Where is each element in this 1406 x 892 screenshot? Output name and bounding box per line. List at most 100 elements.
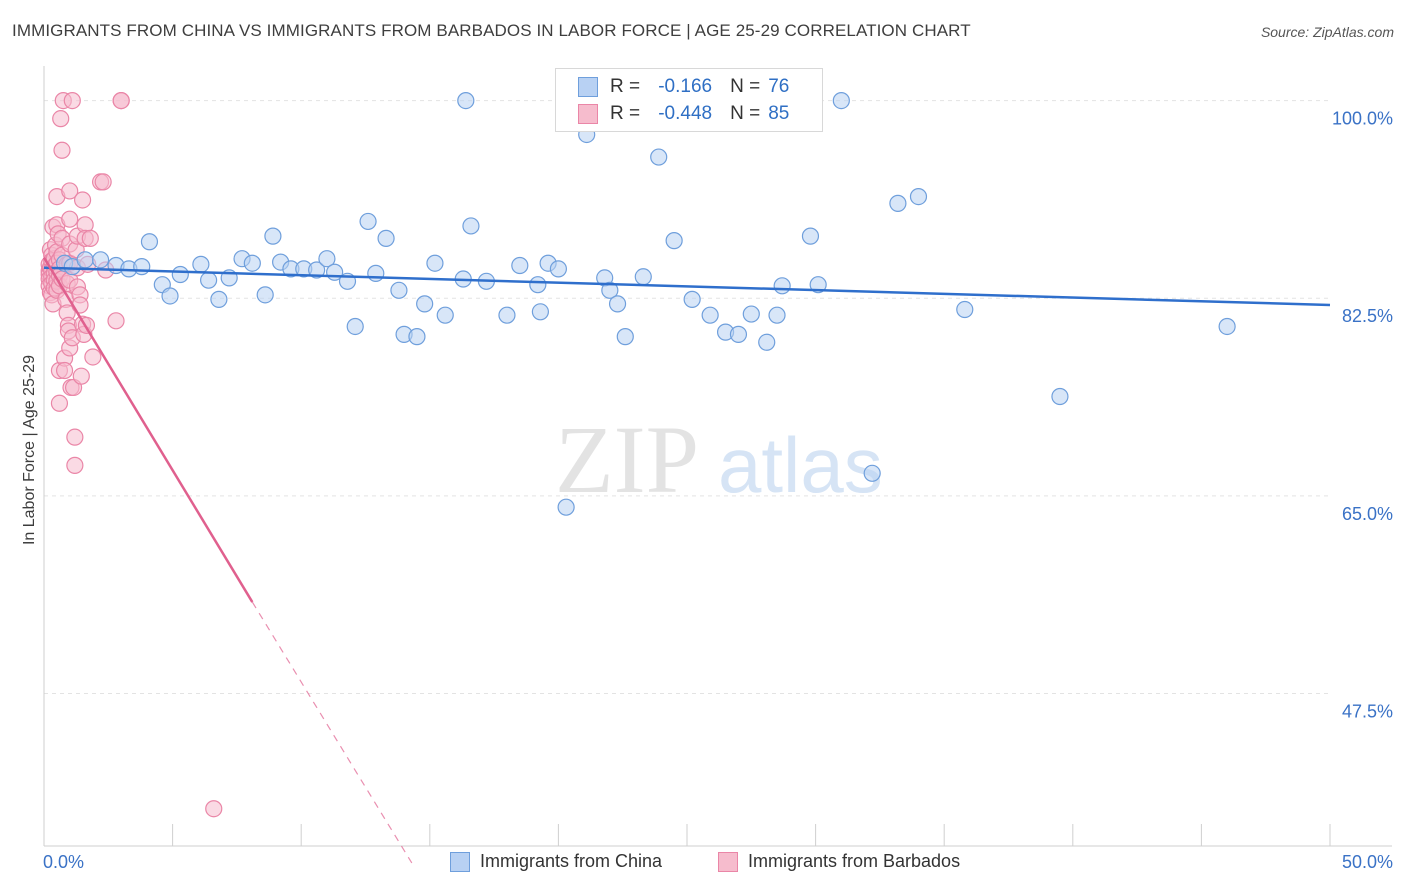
china-point-46 xyxy=(557,498,575,516)
china-point-66 xyxy=(863,464,881,482)
chart-title: IMMIGRANTS FROM CHINA VS IMMIGRANTS FROM… xyxy=(12,21,971,40)
china-points xyxy=(55,91,1236,516)
barbados-swatch xyxy=(578,104,598,124)
y-tick-labels: 100.0% 82.5% 65.0% 47.5% xyxy=(1332,109,1393,722)
china-point-51 xyxy=(616,328,634,346)
barbados-point-83 xyxy=(112,91,130,110)
legend-china-swatch xyxy=(450,851,470,872)
axes xyxy=(43,66,1392,847)
china-point-49 xyxy=(601,281,619,299)
china-point-45 xyxy=(549,260,568,278)
china-point-33 xyxy=(416,295,434,313)
china-point-7 xyxy=(140,233,159,251)
barbados-r-value: -0.448 xyxy=(658,103,713,124)
source-label: Source: ZipAtlas.com xyxy=(1260,24,1394,40)
y-tick-label-1: 82.5% xyxy=(1342,306,1393,326)
china-point-36 xyxy=(457,91,475,110)
trend-lines xyxy=(42,256,1331,864)
china-point-70 xyxy=(1051,387,1069,406)
barbados-point-76 xyxy=(81,229,99,247)
china-point-50 xyxy=(608,295,627,313)
legend-china-label: Immigrants from China xyxy=(480,851,663,871)
barbados-point-57 xyxy=(63,91,81,110)
barbados-r-label: R = xyxy=(610,103,641,124)
china-point-3 xyxy=(91,251,110,269)
y-tick-label-0: 100.0% xyxy=(1332,109,1393,129)
china-swatch xyxy=(578,77,598,97)
barbados-point-35 xyxy=(50,394,69,412)
barbados-n-value: 85 xyxy=(768,103,790,124)
barbados-point-67 xyxy=(71,296,89,314)
china-point-53 xyxy=(650,148,668,166)
legend-barbados-label: Immigrants from Barbados xyxy=(748,851,961,871)
china-point-32 xyxy=(408,328,426,346)
china-point-54 xyxy=(665,232,683,250)
china-point-35 xyxy=(436,306,454,324)
series-legend: Immigrants from China Immigrants from Ba… xyxy=(0,851,1406,879)
china-point-40 xyxy=(498,306,516,324)
china-point-9 xyxy=(161,287,179,305)
barbados-point-37 xyxy=(53,141,71,159)
china-point-42 xyxy=(529,276,547,294)
legend-row-china: R = -0.166 N = 76 xyxy=(578,75,789,99)
china-point-27 xyxy=(359,212,377,231)
barbados-point-36 xyxy=(52,110,70,128)
china-point-12 xyxy=(200,271,218,289)
correlation-legend: R = -0.166 N = 76 R = -0.448 N = 85 xyxy=(555,68,823,132)
barbados-point-81 xyxy=(107,312,125,330)
x-tick-min: 0.0% xyxy=(43,852,85,872)
x-tick-max: 50.0% xyxy=(1341,852,1393,872)
china-point-41 xyxy=(511,256,529,275)
legend-item-barbados: Immigrants from Barbados xyxy=(718,851,960,872)
barbados-point-60 xyxy=(66,428,84,446)
china-point-26 xyxy=(346,317,364,336)
china-point-13 xyxy=(210,290,228,308)
y-tick-label-3: 47.5% xyxy=(1342,702,1393,722)
legend-item-china: Immigrants from China xyxy=(450,851,662,872)
china-point-30 xyxy=(390,281,408,299)
china-r-value: -0.166 xyxy=(658,76,713,97)
china-point-22 xyxy=(308,261,326,279)
barbados-point-51 xyxy=(61,210,79,228)
china-r-label: R = xyxy=(610,76,641,97)
barbados-n-label: N = xyxy=(730,103,761,124)
china-point-71 xyxy=(1218,317,1236,336)
barbados-point-61 xyxy=(66,456,84,474)
barbados-trend-extension xyxy=(251,601,413,864)
china-point-6 xyxy=(133,258,151,276)
china-point-23 xyxy=(318,250,336,268)
barbados-point-84 xyxy=(205,800,223,818)
barbados-point-43 xyxy=(55,361,74,380)
grid-lines xyxy=(44,100,1330,695)
china-point-59 xyxy=(742,305,760,323)
china-point-55 xyxy=(683,290,701,308)
china-point-68 xyxy=(909,187,928,206)
china-point-10 xyxy=(171,265,189,284)
china-point-52 xyxy=(634,268,652,286)
y-axis-label-wrap: In Labor Force | Age 25-29 xyxy=(18,300,42,600)
china-point-62 xyxy=(773,277,791,295)
barbados-point-68 xyxy=(72,367,90,385)
china-point-11 xyxy=(192,255,210,273)
barbados-points xyxy=(40,91,223,818)
china-trend-line xyxy=(43,266,1331,307)
barbados-point-77 xyxy=(84,348,102,366)
legend-barbados-swatch xyxy=(718,851,738,872)
watermark-zip: ZIP xyxy=(555,406,699,513)
watermark: ZIP atlas xyxy=(555,406,883,513)
china-point-61 xyxy=(768,306,786,324)
barbados-point-69 xyxy=(73,191,92,209)
barbados-trend-line xyxy=(42,256,254,603)
china-point-43 xyxy=(531,303,549,321)
y-axis-label: In Labor Force | Age 25-29 xyxy=(21,354,38,546)
china-point-58 xyxy=(729,325,748,343)
y-tick-label-2: 65.0% xyxy=(1342,504,1393,524)
barbados-point-79 xyxy=(94,173,112,191)
legend-row-barbados: R = -0.448 N = 85 xyxy=(578,102,789,126)
china-point-34 xyxy=(426,254,444,272)
china-point-17 xyxy=(256,286,274,304)
china-point-60 xyxy=(758,333,776,351)
china-point-16 xyxy=(243,254,261,272)
china-point-18 xyxy=(264,227,282,245)
